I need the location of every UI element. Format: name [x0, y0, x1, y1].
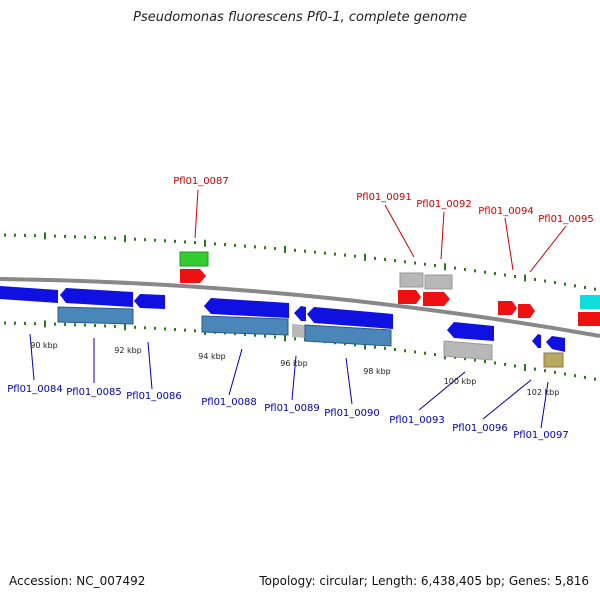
gene-arrow: [204, 298, 289, 318]
gene-label[interactable]: Pfl01_0084: [7, 384, 63, 395]
gene-label[interactable]: Pfl01_0090: [324, 408, 380, 419]
genome-backbone: [0, 277, 600, 338]
kbp-label: 98 kbp: [363, 367, 391, 376]
gene-arrow: [447, 322, 494, 341]
gene-block: [543, 352, 564, 368]
gene-label[interactable]: Pfl01_0091: [356, 192, 412, 203]
map-title: Pseudomonas fluorescens Pf0-1, complete …: [133, 10, 467, 25]
gene-label[interactable]: Pfl01_0089: [264, 403, 320, 414]
gene-arrow: [518, 304, 535, 318]
gene-label[interactable]: Pfl01_0097: [513, 430, 569, 441]
forward-genes[interactable]: [179, 251, 600, 326]
kbp-label: 102 kbp: [527, 388, 560, 397]
kbp-label: 96 kbp: [280, 359, 308, 368]
gene-block: [304, 324, 392, 347]
reverse-gene-labels[interactable]: Pfl01_0084 Pfl01_0085 Pfl01_0086 Pfl01_0…: [7, 384, 569, 441]
kbp-label: 92 kbp: [114, 346, 142, 355]
gene-label[interactable]: Pfl01_0088: [201, 397, 257, 408]
gene-label[interactable]: Pfl01_0093: [389, 415, 445, 426]
kbp-labels: 90 kbp 92 kbp 94 kbp 96 kbp 98 kbp 100 k…: [30, 341, 559, 397]
leader-lines: [29, 189, 567, 429]
gene-arrow: [180, 269, 206, 283]
gene-arrow: [0, 286, 58, 303]
gene-arrow: [498, 301, 517, 315]
gene-block: [201, 315, 289, 336]
gene-block: [57, 306, 134, 325]
accession-text: Accession: NC_007492: [9, 574, 146, 588]
gene-label[interactable]: Pfl01_0092: [416, 199, 472, 210]
gene-block: [580, 295, 600, 309]
gene-label[interactable]: Pfl01_0095: [538, 214, 594, 225]
gene-label[interactable]: Pfl01_0096: [452, 423, 508, 434]
gene-arrow: [134, 294, 165, 309]
gene-label[interactable]: Pfl01_0094: [478, 206, 534, 217]
gene-block: [292, 324, 305, 338]
upper-tick-row: [4, 232, 596, 291]
gene-label[interactable]: Pfl01_0086: [126, 391, 182, 402]
kbp-label: 94 kbp: [198, 352, 226, 361]
reverse-genes[interactable]: [0, 286, 565, 368]
forward-gene-labels[interactable]: Pfl01_0087 Pfl01_0091 Pfl01_0092 Pfl01_0…: [173, 176, 594, 225]
gene-arrow: [60, 288, 133, 307]
gene-arrow: [307, 307, 393, 329]
kbp-label: 90 kbp: [30, 341, 58, 350]
gene-label[interactable]: Pfl01_0085: [66, 387, 122, 398]
genome-summary: Topology: circular; Length: 6,438,405 bp…: [259, 574, 589, 588]
gene-arrow: [532, 334, 541, 348]
gene-arrow: [423, 292, 450, 306]
gene-arrow: [398, 290, 421, 304]
kbp-label: 100 kbp: [444, 377, 477, 386]
gene-block: [424, 274, 453, 290]
gene-block: [179, 251, 209, 267]
gene-label[interactable]: Pfl01_0087: [173, 176, 229, 187]
gene-arrow: [546, 336, 565, 352]
gene-arrow: [294, 306, 306, 321]
gene-block: [443, 340, 493, 361]
gene-block: [399, 272, 424, 288]
gene-block: [578, 312, 600, 326]
